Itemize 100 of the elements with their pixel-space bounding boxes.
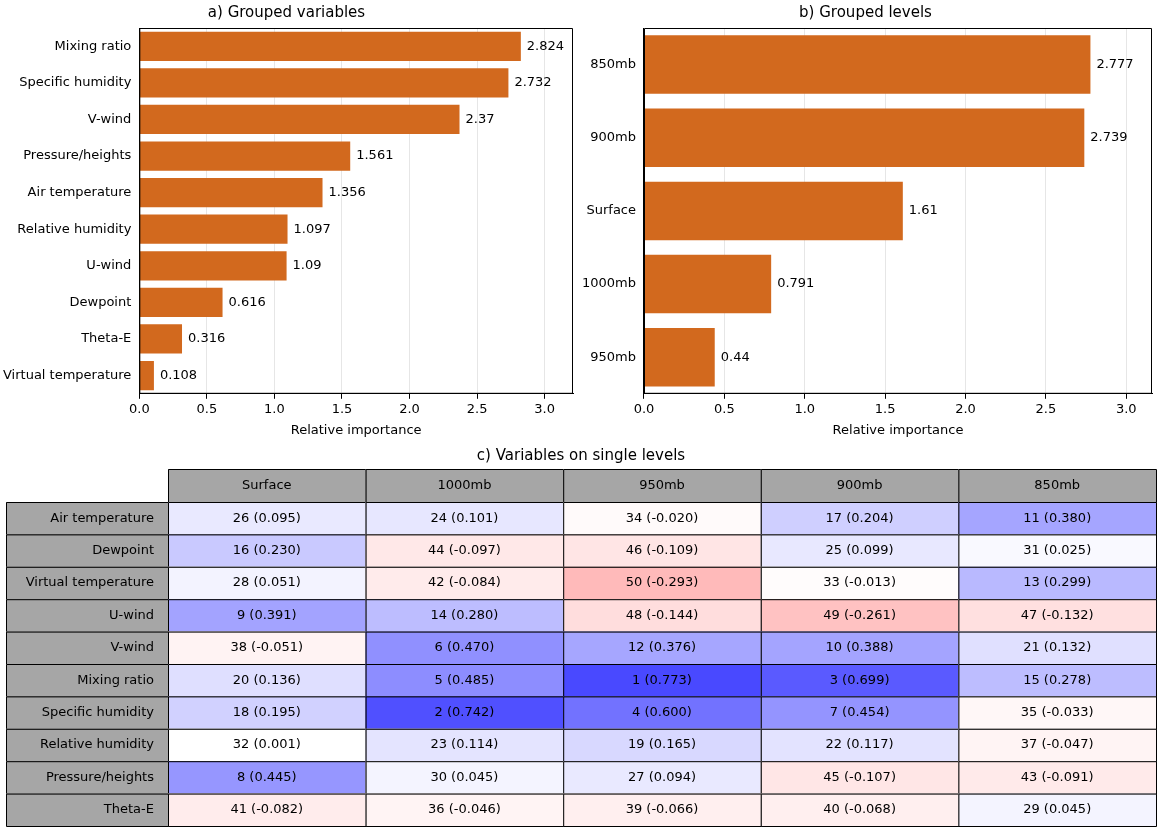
data-label: (0.136) [253, 671, 301, 687]
bar [644, 108, 1085, 167]
bar [139, 214, 288, 244]
data-label: (0.051) [253, 574, 301, 590]
data-label: 1.61 [908, 202, 938, 218]
data-label: (-0.097) [448, 541, 501, 557]
x-tick-label: 1.5 [331, 400, 353, 416]
annotation: 18 [232, 703, 250, 719]
annotation: 15 [1023, 671, 1040, 687]
y-tick-label: U-wind [109, 606, 154, 622]
annotation: 42 [428, 574, 445, 590]
annotation: 49 [823, 606, 840, 622]
data-label: 2.777 [1096, 55, 1134, 71]
annotation: 21 [1023, 639, 1040, 655]
annotation: 19 [627, 736, 645, 752]
chart-title: a) Grouped variables [207, 2, 366, 21]
data-label: (-0.107) [843, 768, 896, 784]
data-label: 1.09 [292, 257, 322, 273]
annotation: 48 [625, 606, 643, 622]
data-label: (0.280) [451, 606, 499, 622]
data-label: (-0.020) [646, 509, 699, 525]
y-tick-label: Surface [586, 202, 636, 218]
x-tick-label: 3.0 [1115, 400, 1137, 416]
data-label: (-0.132) [1041, 606, 1094, 622]
data-label: (0.773) [644, 671, 692, 687]
annotation: 6 [434, 639, 443, 655]
annotation: 40 [823, 801, 840, 817]
y-tick-label: U-wind [86, 257, 132, 273]
data-label: 0.316 [188, 330, 226, 346]
x-tick-label: 900mb [836, 476, 883, 492]
y-tick-label: Relative humidity [17, 220, 132, 236]
data-label: (-0.091) [1041, 768, 1094, 784]
y-tick-label: 1000mb [582, 275, 636, 291]
x-axis-title: Relative importance [290, 421, 422, 437]
annotation: 9 [236, 606, 246, 622]
annotation: 31 [1023, 541, 1040, 557]
data-label: (0.230) [253, 541, 301, 557]
annotation: 11 [1023, 509, 1040, 525]
annotation: 37 [1020, 736, 1038, 752]
x-tick-label: 2.5 [1035, 400, 1057, 416]
y-tick-label: Mixing ratio [77, 671, 155, 687]
data-label: 1.356 [328, 183, 366, 199]
data-label: (-0.013) [843, 574, 896, 590]
bar [139, 287, 223, 317]
data-label: (-0.051) [251, 639, 304, 655]
y-tick-label: Specific humidity [41, 703, 155, 719]
annotation: 47 [1020, 606, 1038, 622]
data-label: 2.824 [526, 37, 565, 53]
x-tick-label: 0.0 [633, 400, 655, 416]
data-label: (0.388) [846, 639, 894, 655]
data-label: (0.376) [648, 639, 697, 655]
bar [139, 68, 509, 98]
annotation: 45 [823, 768, 840, 784]
x-tick-label: 850mb [1034, 476, 1081, 492]
y-tick-label: Pressure/heights [23, 147, 132, 163]
data-label: (0.095) [253, 509, 301, 525]
bar [644, 254, 772, 314]
x-tick-label: 0.5 [714, 400, 735, 416]
chart-title: b) Grouped levels [799, 2, 933, 21]
annotation: 13 [1023, 574, 1040, 590]
y-tick-label: V-wind [87, 110, 132, 126]
x-tick-label: 2.0 [955, 400, 976, 416]
x-tick-label: 1.0 [264, 400, 285, 416]
data-label: (0.454) [842, 703, 890, 719]
data-label: 1.097 [293, 220, 331, 236]
data-label: (0.045) [1043, 801, 1092, 817]
data-label: 2.732 [514, 74, 552, 90]
annotation: 12 [627, 639, 645, 655]
y-tick-label: Air temperature [27, 183, 132, 199]
data-label: (0.204) [846, 509, 894, 525]
data-label: 0.616 [228, 293, 266, 309]
annotation: 16 [232, 541, 250, 557]
data-label: 0.791 [777, 275, 815, 291]
data-label: (-0.046) [448, 801, 501, 817]
annotation: 4 [632, 703, 641, 719]
annotation: 24 [430, 509, 447, 525]
annotation: 46 [625, 541, 643, 557]
x-tick-label: 950mb [639, 476, 685, 492]
y-tick-label: Mixing ratio [54, 37, 132, 53]
annotation: 36 [428, 801, 445, 817]
data-label: (0.742) [446, 703, 495, 719]
annotation: 26 [232, 509, 250, 525]
annotation: 14 [430, 606, 447, 622]
data-label: (-0.109) [646, 541, 699, 557]
chart-title: c) Variables on single levels [476, 445, 686, 464]
bar [139, 104, 460, 135]
data-label: (0.299) [1043, 574, 1092, 590]
annotation: 8 [236, 768, 246, 784]
data-label: (0.117) [846, 736, 894, 752]
annotation: 35 [1020, 703, 1038, 719]
annotation: 22 [825, 736, 843, 752]
data-label: (0.094) [648, 768, 697, 784]
annotation: 29 [1023, 801, 1040, 817]
y-tick-label: Relative humidity [40, 736, 155, 752]
annotation: 43 [1020, 768, 1038, 784]
bar [139, 324, 183, 354]
data-label: (0.165) [648, 736, 697, 752]
data-label: (0.045) [451, 768, 499, 784]
data-label: (-0.047) [1041, 736, 1094, 752]
data-label: (0.195) [253, 703, 301, 719]
